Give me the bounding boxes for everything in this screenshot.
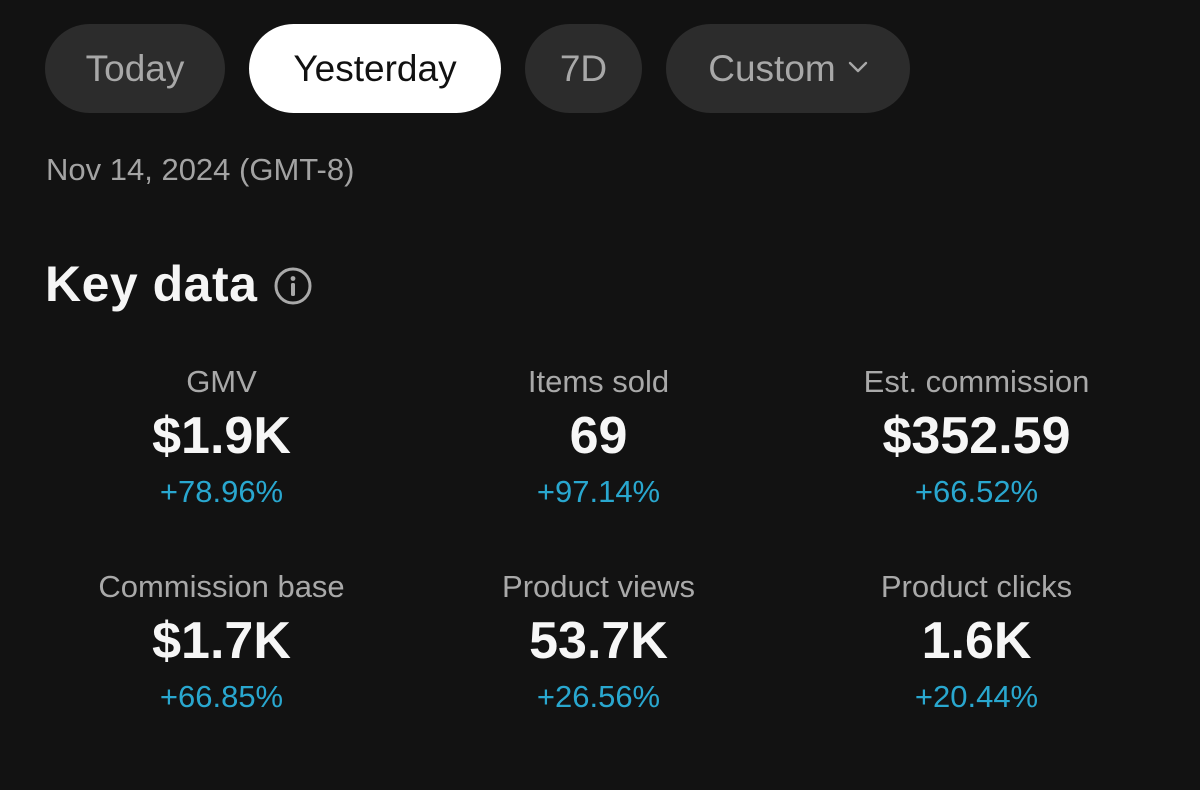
metric-value: $1.9K bbox=[152, 407, 291, 465]
metric-commission-base[interactable]: Commission base $1.7K +66.85% bbox=[33, 567, 410, 737]
date-range-label: Nov 14, 2024 (GMT-8) bbox=[46, 152, 354, 188]
tab-7d[interactable]: 7D bbox=[525, 24, 642, 113]
metric-label: Items sold bbox=[527, 364, 670, 399]
metric-label: Commission base bbox=[98, 569, 345, 604]
metric-change: +26.56% bbox=[536, 679, 661, 714]
tab-today-label: Today bbox=[85, 47, 185, 89]
tab-7d-label: 7D bbox=[559, 47, 608, 89]
key-data-header: Key data bbox=[45, 255, 313, 313]
metric-label: Est. commission bbox=[863, 364, 1090, 399]
tab-yesterday[interactable]: Yesterday bbox=[249, 24, 501, 113]
metric-value: $352.59 bbox=[882, 407, 1071, 465]
metric-change: +78.96% bbox=[159, 474, 284, 509]
metric-label: GMV bbox=[186, 364, 257, 399]
metric-est-commission[interactable]: Est. commission $352.59 +66.52% bbox=[787, 362, 1166, 567]
metric-value: 1.6K bbox=[921, 612, 1032, 670]
key-data-title: Key data bbox=[45, 256, 258, 312]
tab-yesterday-label: Yesterday bbox=[293, 47, 457, 89]
metric-change: +66.85% bbox=[159, 679, 284, 714]
metric-value: $1.7K bbox=[152, 612, 291, 670]
info-icon[interactable] bbox=[273, 266, 313, 306]
metric-product-clicks[interactable]: Product clicks 1.6K +20.44% bbox=[787, 567, 1166, 737]
metric-change: +66.52% bbox=[914, 474, 1039, 509]
timezone-text: (GMT-8) bbox=[239, 152, 355, 187]
metric-change: +20.44% bbox=[914, 679, 1039, 714]
tab-custom[interactable]: Custom bbox=[666, 24, 910, 113]
tab-today[interactable]: Today bbox=[45, 24, 225, 113]
metric-value: 69 bbox=[569, 407, 628, 465]
chevron-down-icon bbox=[848, 61, 867, 72]
metric-value: 53.7K bbox=[529, 612, 668, 670]
metric-product-views[interactable]: Product views 53.7K +26.56% bbox=[410, 567, 787, 737]
metric-label: Product views bbox=[502, 569, 695, 604]
key-data-grid: GMV $1.9K +78.96% Items sold 69 +97.14% … bbox=[33, 362, 1166, 737]
date-range-tabs: Today Yesterday 7D Custom bbox=[45, 24, 910, 113]
date-text: Nov 14, 2024 bbox=[46, 152, 231, 187]
metric-gmv[interactable]: GMV $1.9K +78.96% bbox=[33, 362, 410, 567]
tab-custom-label: Custom bbox=[708, 47, 836, 89]
metric-items-sold[interactable]: Items sold 69 +97.14% bbox=[410, 362, 787, 567]
metric-label: Product clicks bbox=[880, 569, 1073, 604]
metric-change: +97.14% bbox=[536, 474, 661, 509]
